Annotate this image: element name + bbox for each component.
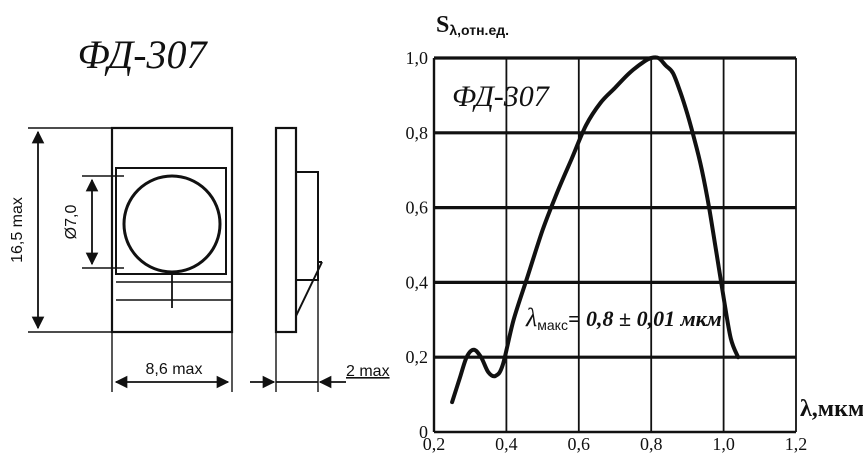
x-tick-label: 0,8	[640, 434, 663, 454]
spectral-chart: 0,2 0,4 0,6 0,8 1,0 1,200,20,40,60,81,0 Sλ,от…	[406, 12, 863, 454]
dim-height-label: 16,5 max	[9, 197, 26, 263]
chart-tick-labels: 0,2 0,4 0,6 0,8 1,0 1,200,20,40,60,81,0	[406, 48, 808, 454]
peak-annotation-symbol: λ	[525, 303, 537, 332]
drawing-title: ФД-307	[77, 32, 208, 77]
x-tick-label: 1,2	[785, 434, 808, 454]
y-tick-label: 0,8	[406, 123, 429, 143]
y-axis-label: Sλ,отн.ед.	[436, 12, 509, 38]
package-drawing: ФД-307 16,5 max Ø7,0 8,6 max	[9, 32, 390, 392]
peak-annotation: λмакс= 0,8 ± 0,01 мкм	[525, 303, 722, 333]
side-view-body	[274, 126, 298, 334]
front-view-body	[110, 126, 234, 334]
peak-annotation-sub: макс	[537, 317, 568, 333]
sensing-area-circle	[122, 174, 222, 274]
y-tick-label: 0,2	[406, 347, 429, 367]
x-tick-label: 0,4	[495, 434, 518, 454]
peak-annotation-value: = 0,8 ± 0,01 мкм	[568, 306, 722, 331]
y-axis-label-sub: λ,отн.ед.	[449, 22, 509, 38]
y-tick-label: 1,0	[406, 48, 429, 68]
dim-diameter-label: Ø7,0	[63, 205, 80, 240]
sensor-window	[115, 167, 227, 275]
y-axis-label-main: S	[436, 12, 449, 38]
x-tick-label: 0,2	[423, 434, 446, 454]
side-view-lead	[295, 261, 323, 317]
chart-grid	[432, 56, 797, 434]
dim-width-label: 8,6 max	[146, 361, 203, 378]
spectral-response-curve	[450, 55, 741, 405]
y-tick-label: 0	[419, 422, 428, 442]
chart-inner-label: ФД-307	[452, 80, 551, 113]
y-tick-label: 0,6	[406, 198, 429, 218]
dim-thickness-label: 2 max	[346, 363, 390, 380]
side-view-lens	[295, 171, 319, 281]
x-tick-label: 0,6	[568, 434, 591, 454]
x-axis-label: λ,мкм	[800, 396, 863, 422]
y-tick-label: 0,4	[406, 272, 429, 292]
x-tick-label: 1,0	[712, 434, 735, 454]
